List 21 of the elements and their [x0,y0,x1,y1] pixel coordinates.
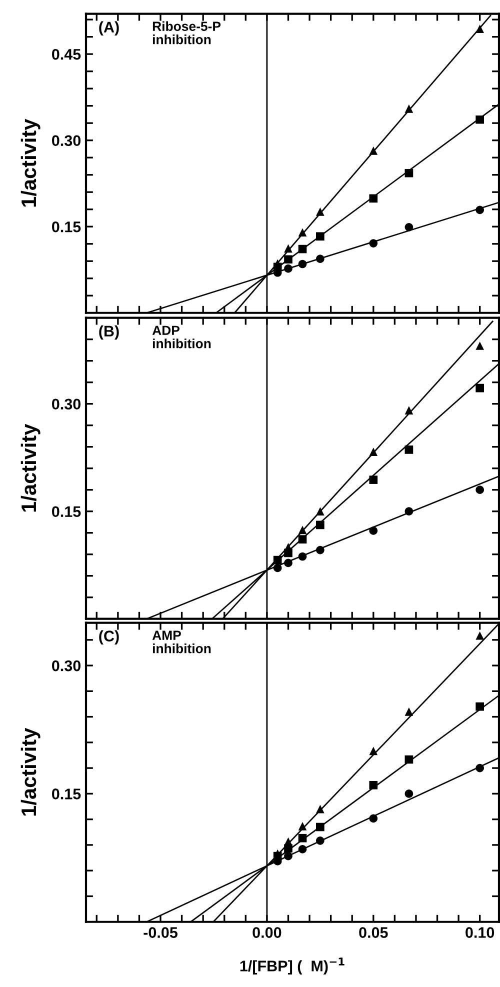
text: AMP inhibition [152,630,211,654]
y-tick-label: 0.15 [52,221,81,232]
x-tick-label: -0.05 [144,927,178,938]
y-tick-label: 0.30 [52,398,81,410]
y-axis-title: 1/activity [20,728,40,816]
text: ADP inhibition [152,326,211,348]
y-tick-label: 0.30 [52,660,81,672]
y-tick-label: 0.15 [52,788,81,800]
chart-title: (C) [99,630,119,645]
chart-title: (B) [99,325,119,340]
x-tick-label: 0.10 [466,927,494,938]
y-tick-label: 0.30 [52,135,81,146]
y-axis-title: 1/activity [20,118,40,207]
x-tick-label: 0.00 [252,927,282,938]
x-tick-label: 0.05 [359,927,388,938]
x-axis-title: 1/[FBP] ( M)$^{−1}$ [240,958,344,974]
text: Ribose-5-P inhibition [152,21,221,44]
chart-title: (A) [99,21,119,36]
y-tick-label: 0.45 [52,48,81,60]
y-tick-label: 0.15 [52,506,81,518]
y-axis-title: 1/activity [20,424,40,512]
